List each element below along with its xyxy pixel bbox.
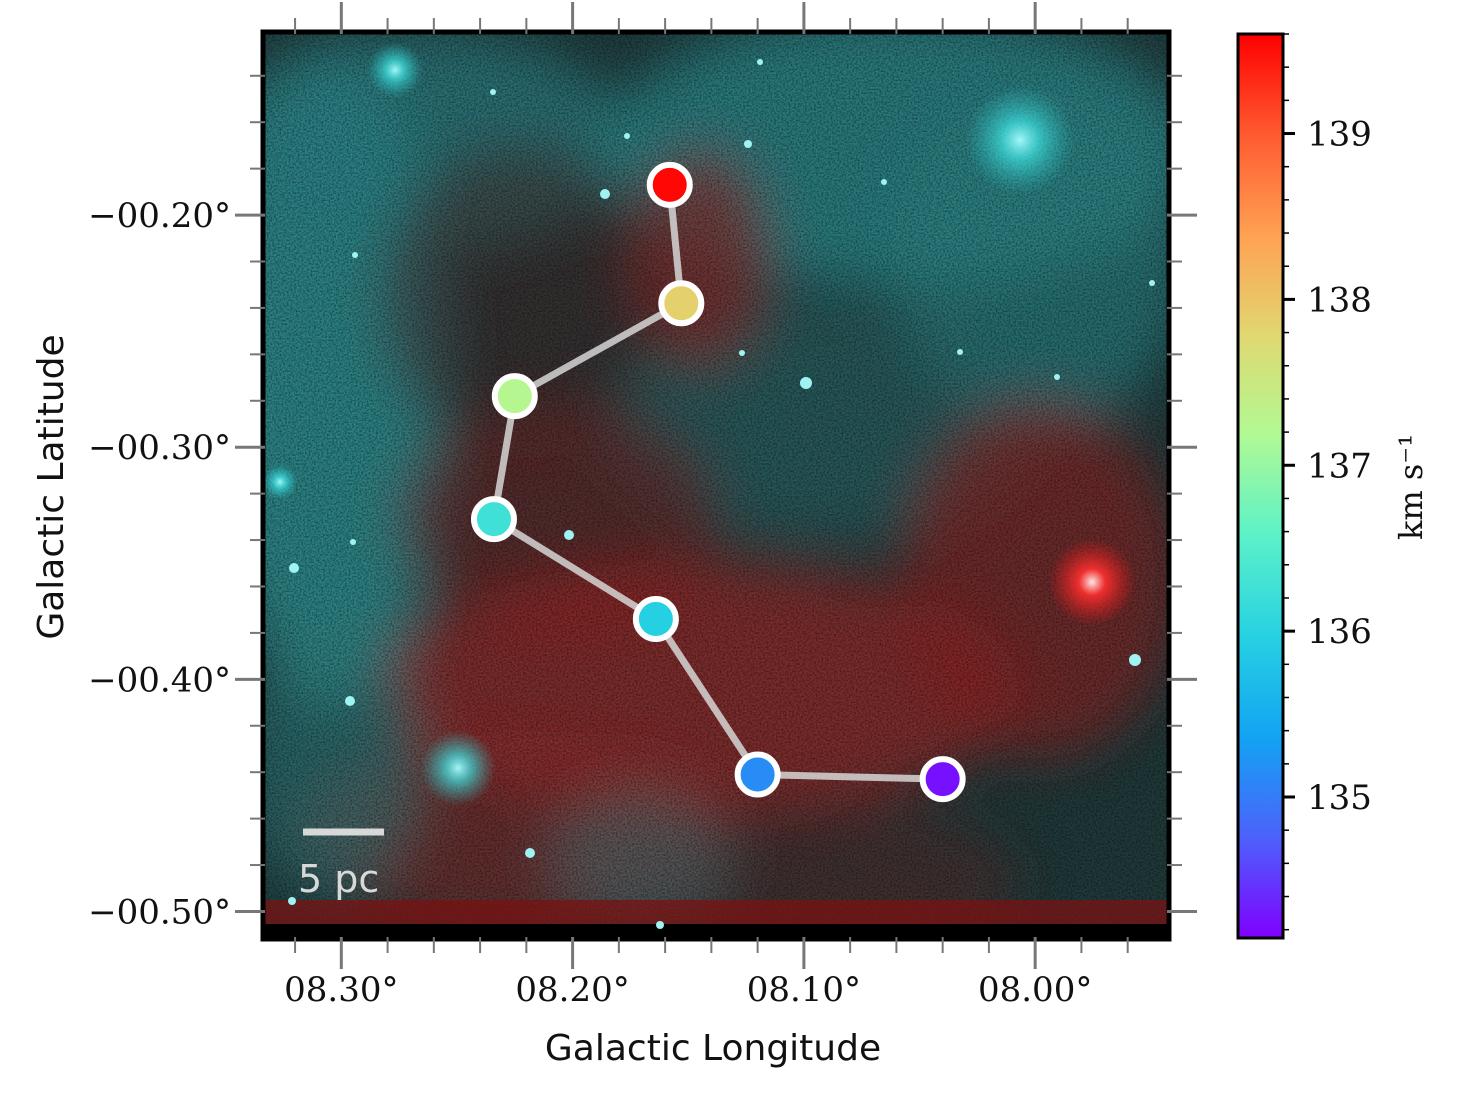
velocity-marker: [632, 595, 679, 642]
colorbar-tick-label: 137: [1307, 446, 1372, 486]
velocity-marker: [646, 161, 693, 208]
y-tick-label: −00.30°: [88, 428, 231, 468]
data-series: [470, 161, 966, 803]
scale-bar: 5 pc: [298, 828, 384, 901]
y-tick-label: −00.40°: [88, 660, 231, 700]
colorbar-tick-label: 135: [1307, 778, 1372, 818]
sky-image: [265, 34, 1167, 937]
x-tick-label: 08.30°: [284, 970, 398, 1010]
y-tick-label: −00.50°: [88, 892, 231, 932]
colorbar-tick-label: 139: [1307, 115, 1372, 155]
colorbar: km s⁻¹ 135 136 137 138 139: [1236, 32, 1430, 940]
colorbar-tick-label: 136: [1307, 612, 1372, 652]
velocity-marker: [919, 756, 966, 803]
colorbar-tick-label: 138: [1307, 280, 1372, 320]
scale-bar-label: 5 pc: [298, 857, 379, 901]
colorbar-label: km s⁻¹: [1392, 434, 1430, 540]
x-tick-label: 08.00°: [978, 970, 1092, 1010]
x-tick-label: 08.20°: [515, 970, 629, 1010]
axes: 08.30° 08.20° 08.10° 08.00° −00.20° −00.30° −0…: [88, 2, 1197, 1010]
x-tick-label: 08.10°: [747, 970, 861, 1010]
plot-frame: [260, 29, 1172, 942]
colorbar-gradient: [1236, 32, 1285, 940]
y-axis-title: Galactic Latitude: [31, 334, 72, 639]
velocity-marker: [470, 496, 517, 543]
y-tick-label: −00.20°: [88, 196, 231, 236]
x-axis-title: Galactic Longitude: [545, 1028, 881, 1069]
velocity-marker: [734, 751, 781, 798]
velocity-marker: [658, 280, 705, 327]
velocity-marker: [491, 373, 538, 420]
